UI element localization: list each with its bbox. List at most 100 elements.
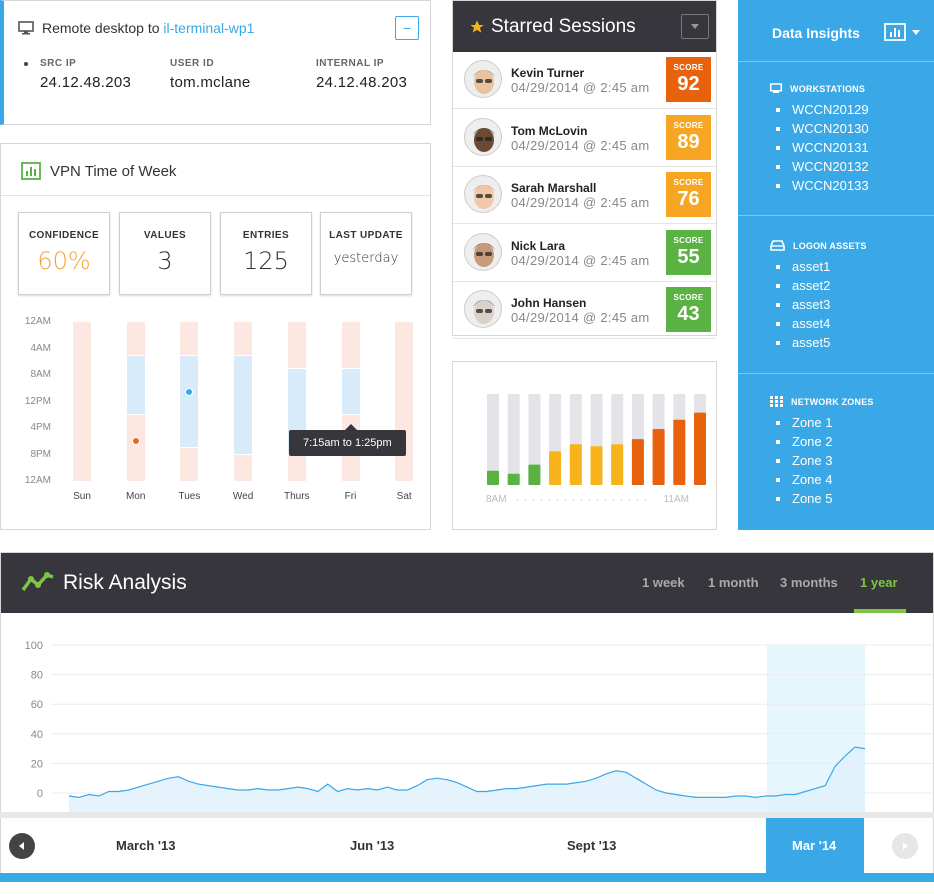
vpn-time-range-bar[interactable] bbox=[180, 355, 199, 448]
activity-bar[interactable] bbox=[694, 412, 706, 485]
y-axis-tick-label: 20 bbox=[31, 758, 43, 770]
activity-bar[interactable] bbox=[549, 451, 562, 485]
x-axis-start-label: 8AM bbox=[486, 494, 507, 505]
activity-bar[interactable] bbox=[590, 446, 603, 485]
list-item[interactable]: WCCN20132 bbox=[776, 157, 869, 176]
session-row[interactable]: Sarah Marshall 04/29/2014 @ 2:45 am SCORE 7… bbox=[453, 167, 716, 224]
x-axis-end-label: 11AM bbox=[664, 494, 689, 505]
trend-line-icon bbox=[21, 572, 54, 592]
activity-bar[interactable] bbox=[569, 444, 582, 485]
x-axis-day-label: Wed bbox=[232, 491, 254, 502]
timeline-label-active[interactable]: Mar '14 bbox=[792, 838, 837, 853]
y-axis-tick-label: 100 bbox=[25, 640, 43, 652]
y-axis-tick-label: 60 bbox=[31, 699, 43, 711]
tab-1-month[interactable]: 1 month bbox=[708, 575, 759, 590]
session-row[interactable]: Tom McLovin 04/29/2014 @ 2:45 am SCORE 89 bbox=[453, 110, 716, 167]
vpn-time-range-bar[interactable] bbox=[234, 355, 253, 455]
list-item[interactable]: asset2 bbox=[776, 276, 830, 295]
timeline-label[interactable]: Jun '13 bbox=[350, 838, 395, 853]
score-value: 43 bbox=[677, 303, 700, 325]
timeline-next-button[interactable] bbox=[892, 833, 918, 859]
workstations-section: WORKSTATIONS WCCN20129 WCCN20130 WCCN201… bbox=[738, 61, 934, 216]
vpn-session-point[interactable] bbox=[185, 387, 194, 396]
divider bbox=[1, 195, 430, 196]
collapse-button[interactable]: − bbox=[395, 16, 419, 40]
time-range-tooltip: 7:15am to 1:25pm bbox=[289, 424, 406, 456]
activity-bar[interactable] bbox=[507, 473, 520, 485]
risk-analysis-header: Risk Analysis 1 week 1 month 3 months 1 … bbox=[1, 553, 933, 613]
session-row[interactable]: John Hansen 04/29/2014 @ 2:45 am SCORE 43 bbox=[453, 282, 716, 339]
risk-series-line[interactable] bbox=[68, 746, 866, 799]
bar-track bbox=[487, 394, 499, 485]
src-ip-label: SRC IP bbox=[40, 58, 77, 69]
vpn-time-range-bar[interactable] bbox=[341, 368, 360, 415]
activity-bar[interactable] bbox=[487, 470, 499, 485]
session-row[interactable]: Kevin Turner 04/29/2014 @ 2:45 am SCORE 92 bbox=[453, 52, 716, 109]
chart-menu-button[interactable] bbox=[884, 23, 920, 41]
session-user-name: John Hansen bbox=[511, 296, 587, 310]
list-item[interactable]: Zone 3 bbox=[776, 451, 832, 470]
activity-bar[interactable] bbox=[631, 439, 644, 485]
stat-label: VALUES bbox=[143, 230, 187, 241]
session-user-name: Nick Lara bbox=[511, 238, 566, 253]
remote-host-link[interactable]: il-terminal-wp1 bbox=[163, 20, 255, 36]
arrow-right-icon bbox=[903, 842, 908, 850]
arrow-left-icon bbox=[19, 842, 24, 850]
data-insights-panel: Data Insights WORKSTATIONS WCCN20129 WCC… bbox=[738, 0, 934, 530]
list-item[interactable]: Zone 5 bbox=[776, 489, 832, 508]
list-item[interactable]: asset1 bbox=[776, 257, 830, 276]
activity-bar[interactable] bbox=[652, 428, 665, 485]
score-badge: SCORE 89 bbox=[666, 114, 711, 160]
activity-bar-chart: 8AM 11AM bbox=[486, 394, 706, 505]
risk-analysis-panel: Risk Analysis 1 week 1 month 3 months 1 … bbox=[0, 552, 934, 882]
user-id-label: USER ID bbox=[170, 58, 215, 69]
list-item[interactable]: Zone 2 bbox=[776, 432, 832, 451]
tab-1-year[interactable]: 1 year bbox=[860, 575, 898, 590]
timeline-prev-button[interactable] bbox=[9, 833, 35, 859]
tab-3-months[interactable]: 3 months bbox=[780, 575, 838, 590]
starred-sessions-title: Starred Sessions bbox=[491, 15, 636, 37]
list-item[interactable]: WCCN20130 bbox=[776, 119, 869, 138]
list-item[interactable]: Zone 4 bbox=[776, 470, 832, 489]
stat-value: 60% bbox=[37, 247, 91, 275]
bar-chart-icon bbox=[21, 162, 41, 180]
logon-assets-list: asset1 asset2 asset3 asset4 asset5 bbox=[776, 257, 830, 352]
y-axis-tick-label: 12AM bbox=[24, 316, 51, 327]
score-badge: SCORE 92 bbox=[666, 57, 711, 102]
session-user-name: Sarah Marshall bbox=[511, 181, 597, 195]
activity-bar[interactable] bbox=[611, 444, 624, 485]
active-tab-indicator bbox=[854, 609, 906, 613]
timeline-track bbox=[0, 812, 934, 818]
score-value: 92 bbox=[677, 73, 700, 95]
caret-down-icon bbox=[912, 29, 920, 35]
logon-assets-header: LOGON ASSETS bbox=[770, 240, 867, 251]
activity-bar[interactable] bbox=[673, 419, 686, 485]
risk-area-fill bbox=[69, 747, 865, 813]
y-axis-tick-label: 40 bbox=[31, 729, 43, 741]
list-item[interactable]: WCCN20133 bbox=[776, 176, 869, 195]
list-item[interactable]: asset5 bbox=[776, 333, 830, 352]
network-zones-header: NETWORK ZONES bbox=[770, 396, 874, 407]
list-item[interactable]: asset4 bbox=[776, 314, 830, 333]
list-item[interactable]: Zone 1 bbox=[776, 413, 832, 432]
session-row[interactable]: Nick Lara 04/29/2014 @ 2:45 am SCORE 55 bbox=[453, 225, 716, 282]
list-item[interactable]: asset3 bbox=[776, 295, 830, 314]
vpn-time-range-bar[interactable] bbox=[126, 355, 145, 415]
timeline-label[interactable]: March '13 bbox=[116, 838, 176, 853]
vpn-session-point[interactable] bbox=[131, 437, 140, 446]
y-axis-tick-label: 4AM bbox=[30, 342, 51, 354]
stat-value: 3 bbox=[157, 247, 173, 275]
starred-dropdown-button[interactable] bbox=[681, 14, 709, 39]
tab-1-week[interactable]: 1 week bbox=[642, 575, 685, 590]
session-timestamp: 04/29/2014 @ 2:45 am bbox=[511, 252, 650, 268]
stat-last-update: LAST UPDATE yesterday bbox=[320, 212, 412, 295]
score-badge: SCORE 43 bbox=[666, 287, 711, 332]
list-item[interactable]: WCCN20131 bbox=[776, 138, 869, 157]
score-label: SCORE bbox=[673, 120, 704, 130]
activity-bar[interactable] bbox=[528, 464, 541, 485]
list-item[interactable]: WCCN20129 bbox=[776, 100, 869, 119]
bar-track bbox=[507, 394, 520, 485]
timeline-label[interactable]: Sept '13 bbox=[567, 838, 617, 853]
stat-confidence: CONFIDENCE 60% bbox=[18, 212, 110, 295]
y-axis-tick-label: 8PM bbox=[30, 448, 51, 460]
